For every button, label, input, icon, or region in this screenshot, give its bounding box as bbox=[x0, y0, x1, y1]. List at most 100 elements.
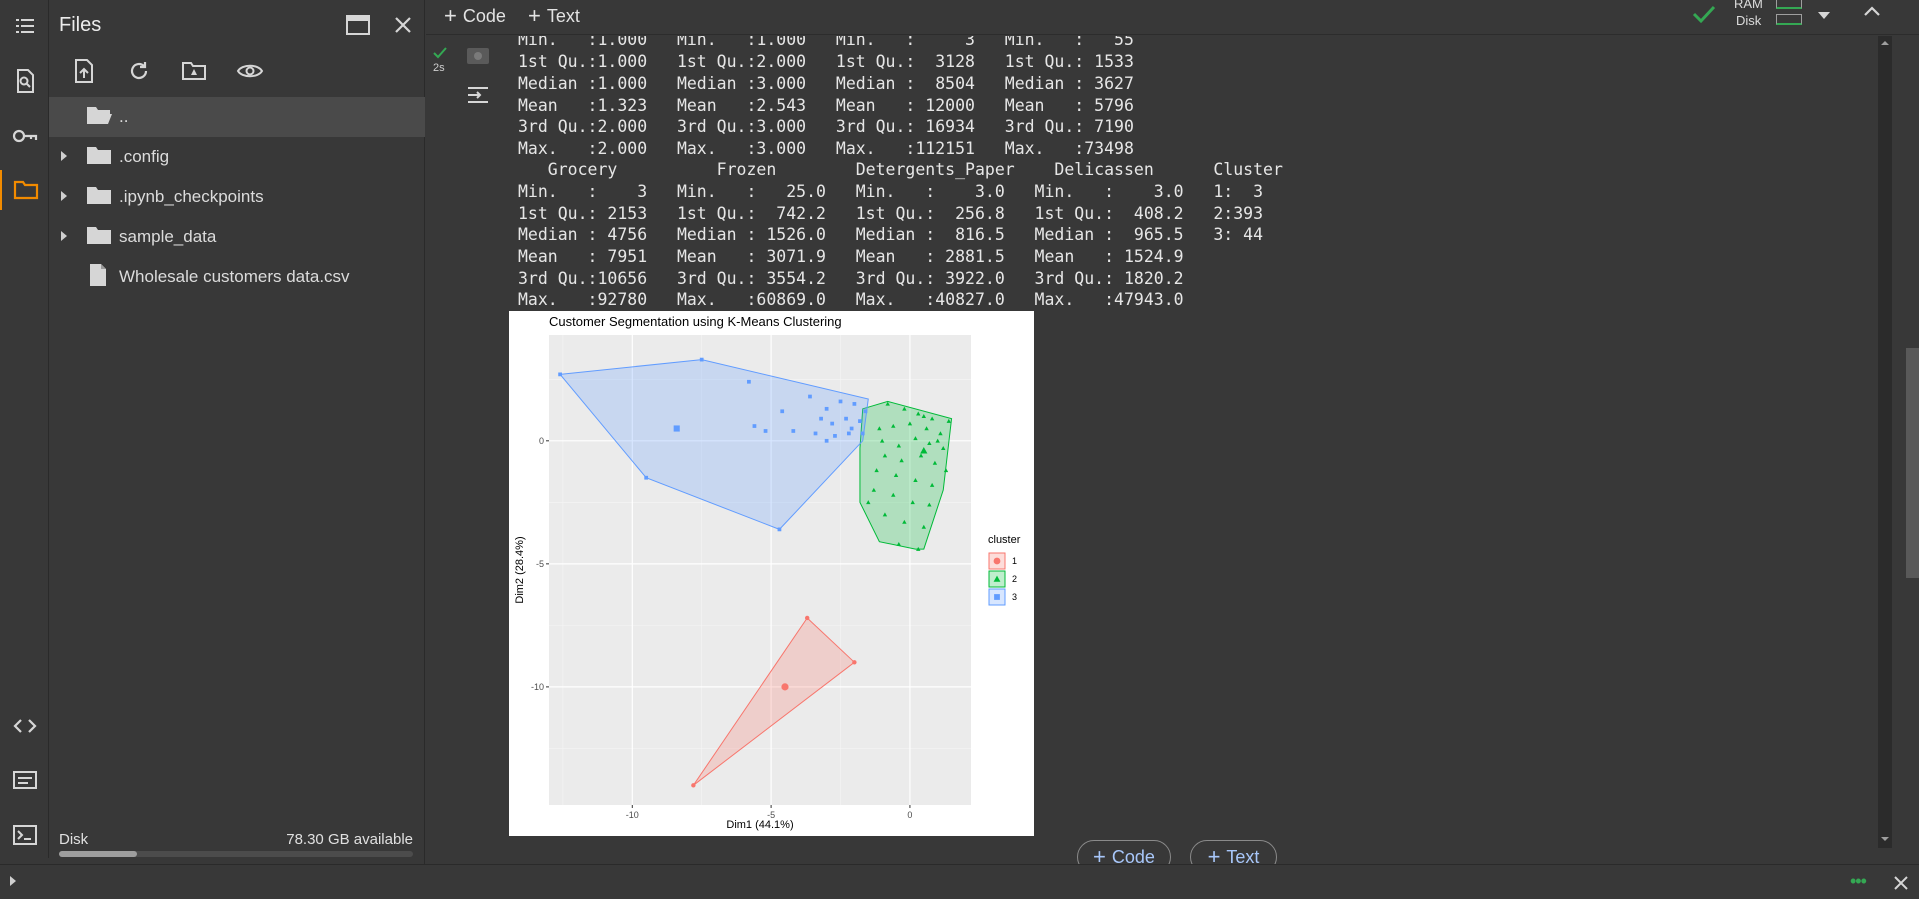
cluster-hulls bbox=[559, 359, 953, 786]
cluster-2-point bbox=[871, 487, 877, 492]
cluster-2-point bbox=[927, 441, 932, 446]
find-replace-icon[interactable] bbox=[0, 61, 49, 101]
cluster-3-point bbox=[558, 372, 562, 377]
tree-item-label: sample_data bbox=[119, 227, 217, 246]
output-actions-icon[interactable] bbox=[465, 84, 491, 111]
cluster-3-point bbox=[644, 475, 649, 480]
cluster-2-point bbox=[927, 502, 932, 507]
cluster-3-point bbox=[846, 431, 851, 436]
insert-code-label: Code bbox=[1111, 846, 1155, 867]
cluster-2-point bbox=[882, 453, 888, 458]
cluster-1-point bbox=[852, 660, 857, 665]
output-line: Median :1.000 Median :3.000 Median : 850… bbox=[518, 74, 1134, 93]
x-tick-label: -5 bbox=[767, 810, 775, 820]
command-palette-icon[interactable] bbox=[0, 760, 49, 800]
cluster-2-point bbox=[924, 426, 929, 431]
tree-item-wholesale-csv[interactable]: Wholesale customers data.csv bbox=[49, 257, 425, 297]
cluster-2-point bbox=[938, 431, 943, 436]
x-tick-label: 0 bbox=[907, 810, 912, 820]
output-line: Min. :1.000 Min. :1.000 Min. : 3 Min. : … bbox=[518, 36, 1134, 49]
more-options-icon[interactable]: ••• bbox=[1850, 871, 1867, 891]
cluster-2-point bbox=[913, 477, 918, 482]
legend-label-2: 2 bbox=[1012, 574, 1017, 584]
expand-status-icon[interactable] bbox=[8, 874, 18, 892]
output-scrollbar[interactable] bbox=[1878, 36, 1892, 848]
cluster-2-point bbox=[932, 460, 938, 465]
files-folder-icon[interactable] bbox=[0, 170, 49, 210]
cluster-2-point bbox=[874, 468, 879, 473]
cluster-3-centroid bbox=[673, 425, 680, 432]
resources-monitor[interactable]: RAM Disk bbox=[1726, 0, 1816, 32]
cluster-3-point bbox=[747, 379, 751, 384]
plot-grid bbox=[549, 335, 971, 805]
cluster-plot: Customer Segmentation using K-Means Clus… bbox=[509, 311, 1034, 836]
y-axis-label: Dim2 (28.4%) bbox=[514, 536, 526, 603]
terminal-icon[interactable] bbox=[0, 815, 49, 855]
refresh-icon[interactable] bbox=[122, 54, 156, 88]
mount-drive-icon[interactable] bbox=[177, 54, 211, 88]
add-text-button[interactable]: + Text bbox=[528, 2, 580, 30]
cluster-2-point bbox=[907, 421, 913, 426]
caret-right-icon[interactable] bbox=[59, 147, 71, 167]
y-tick-label: -10 bbox=[531, 682, 544, 692]
cluster-3-point bbox=[830, 421, 835, 426]
cluster-3-point bbox=[808, 394, 812, 399]
legend-marker-2 bbox=[993, 575, 1001, 582]
output-line: 3rd Qu.:2.000 3rd Qu.:3.000 3rd Qu.: 169… bbox=[518, 117, 1134, 136]
plus-icon: + bbox=[528, 3, 541, 28]
cluster-3-point bbox=[791, 429, 796, 433]
file-icon bbox=[87, 263, 109, 292]
output-line: Mean :1.323 Mean :2.543 Mean : 12000 Mea… bbox=[518, 96, 1134, 115]
upload-file-icon[interactable] bbox=[67, 54, 101, 88]
run-cell-button[interactable] bbox=[466, 44, 490, 71]
cluster-2-point bbox=[918, 453, 924, 458]
output-line: Mean : 7951 Mean : 3071.9 Mean : 2881.5 … bbox=[518, 247, 1184, 266]
scroll-down-arrow-icon[interactable] bbox=[1878, 832, 1892, 846]
cluster-1-centroid bbox=[781, 683, 789, 691]
close-icon[interactable] bbox=[386, 8, 420, 42]
cluster-1-hull bbox=[692, 617, 856, 786]
output-line: Max. :92780 Max. :60869.0 Max. :40827.0 … bbox=[518, 290, 1184, 309]
page-scrollbar-thumb[interactable] bbox=[1906, 348, 1919, 578]
cluster-3-point bbox=[763, 429, 768, 433]
files-panel-title: Files bbox=[59, 14, 102, 36]
tree-item-label: .config bbox=[119, 147, 170, 166]
cell-gutter: 2s bbox=[427, 36, 507, 856]
open-in-tab-icon[interactable] bbox=[341, 8, 375, 42]
collapse-header-icon[interactable] bbox=[1862, 4, 1882, 23]
cluster-2-point bbox=[929, 482, 935, 487]
output-line: 3rd Qu.:10656 3rd Qu.: 3554.2 3rd Qu.: 3… bbox=[518, 269, 1184, 288]
secrets-key-icon[interactable] bbox=[0, 116, 49, 156]
cluster-3-point bbox=[858, 419, 862, 423]
cluster-2-point bbox=[879, 438, 885, 443]
cluster-3-point bbox=[813, 431, 818, 436]
scroll-up-arrow-icon[interactable] bbox=[1878, 36, 1892, 50]
disk-usage-bar bbox=[59, 851, 413, 857]
close-status-icon[interactable] bbox=[1893, 875, 1909, 896]
cluster-2-point bbox=[896, 443, 902, 448]
tree-item-config[interactable]: .config bbox=[49, 137, 425, 177]
chart-legend: cluster 1 2 3 bbox=[988, 534, 1021, 606]
cluster-3-point bbox=[860, 431, 865, 436]
show-hidden-files-icon[interactable] bbox=[233, 54, 267, 88]
disk-meter-label: Disk bbox=[1736, 13, 1762, 28]
plus-icon: + bbox=[1093, 844, 1106, 869]
cluster-3-point bbox=[777, 527, 782, 532]
x-tick-label: -10 bbox=[626, 810, 639, 820]
legend-marker-1 bbox=[993, 557, 1001, 565]
cluster-2-centroid bbox=[920, 447, 928, 454]
table-of-contents-icon[interactable] bbox=[0, 6, 49, 46]
cluster-2-point bbox=[916, 546, 921, 551]
exec-success-icon bbox=[433, 46, 447, 64]
tree-item-sample-data[interactable]: sample_data bbox=[49, 217, 425, 257]
connection-dropdown-icon[interactable] bbox=[1816, 8, 1832, 26]
caret-right-icon[interactable] bbox=[59, 227, 71, 247]
cluster-3-point bbox=[824, 438, 829, 443]
add-code-button[interactable]: + Code bbox=[444, 2, 506, 30]
tree-item-parent[interactable]: .. bbox=[49, 97, 425, 137]
plot-panel bbox=[549, 335, 971, 805]
code-snippets-icon[interactable] bbox=[0, 706, 49, 746]
activity-bar bbox=[0, 0, 49, 858]
tree-item-ipynb-checkpoints[interactable]: .ipynb_checkpoints bbox=[49, 177, 425, 217]
caret-right-icon[interactable] bbox=[59, 187, 71, 207]
